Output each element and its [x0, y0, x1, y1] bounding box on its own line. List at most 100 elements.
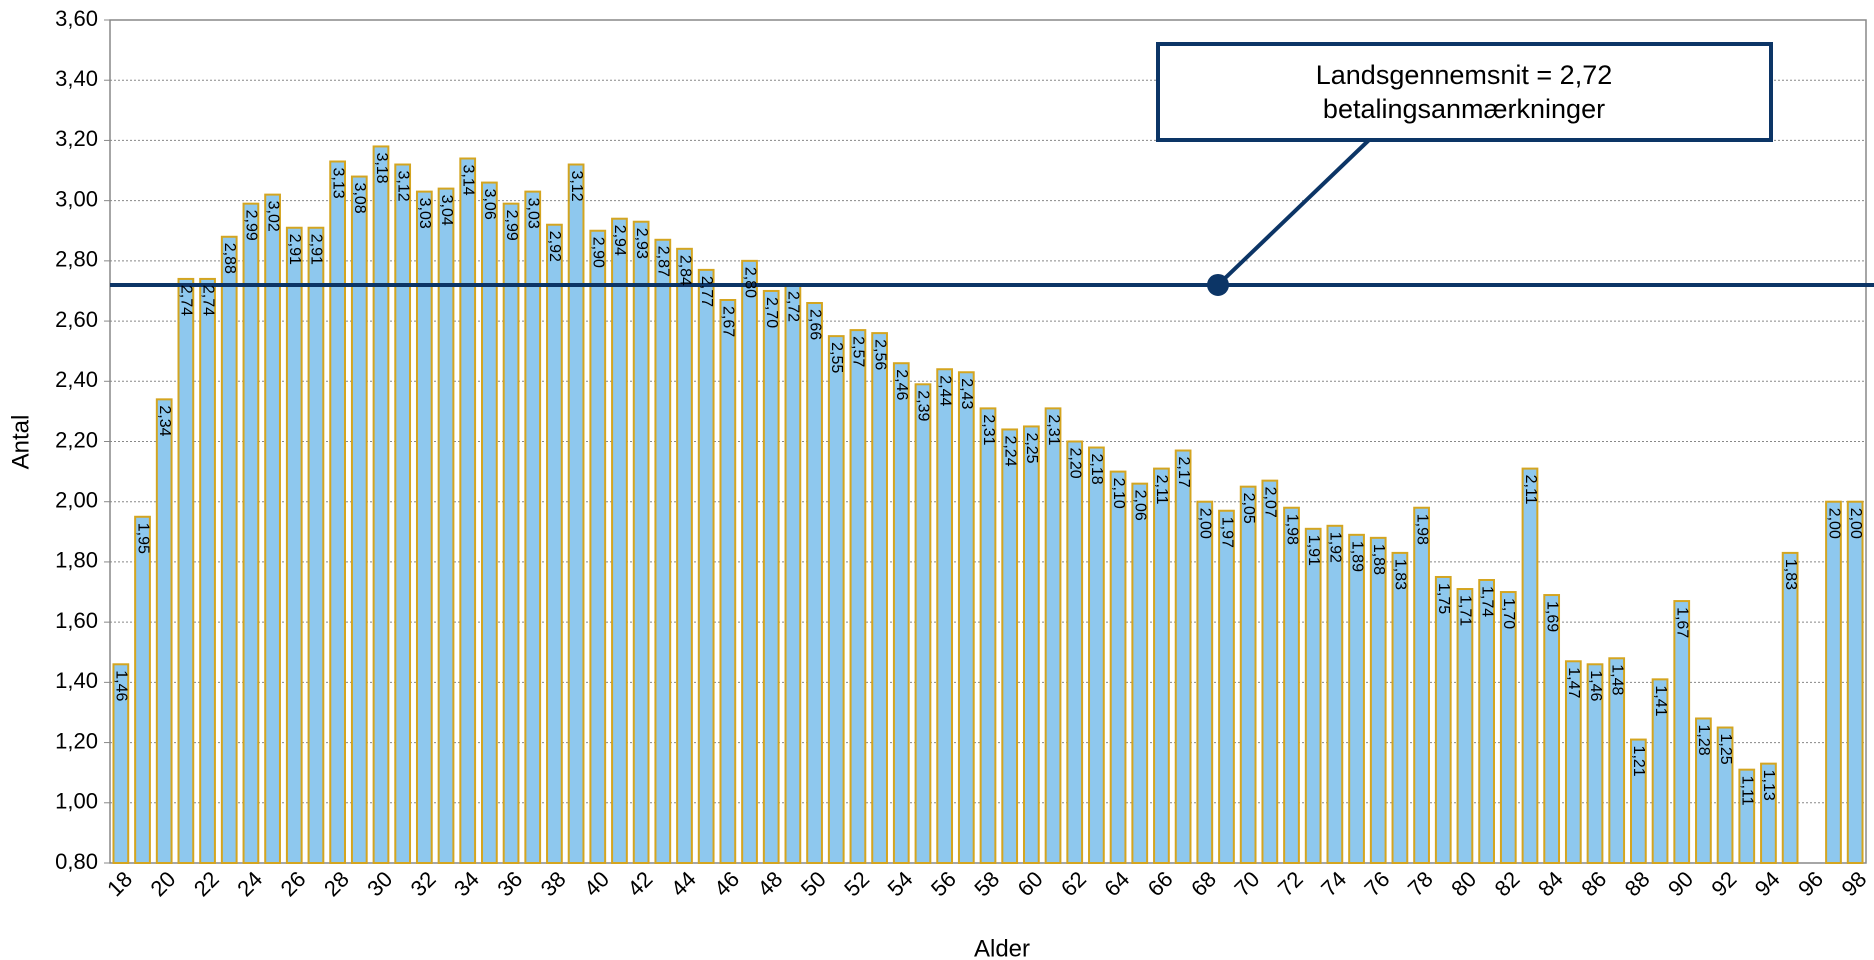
y-tick-label: 3,60	[55, 6, 98, 31]
value-label: 2,88	[221, 243, 238, 274]
x-tick-label: 88	[1620, 866, 1655, 901]
value-label: 3,13	[329, 168, 346, 199]
value-label: 1,11	[1739, 776, 1756, 806]
value-label: 2,84	[676, 255, 693, 286]
value-label: 1,47	[1565, 667, 1582, 698]
bar	[177, 277, 195, 864]
x-tick-label: 66	[1143, 866, 1178, 901]
x-axis-label: Alder	[974, 935, 1030, 960]
value-label: 2,46	[893, 369, 910, 400]
y-tick-label: 1,60	[55, 608, 98, 633]
value-label: 2,67	[720, 306, 737, 337]
bar	[936, 368, 954, 864]
value-label: 1,13	[1760, 770, 1777, 801]
x-tick-label: 76	[1360, 866, 1395, 901]
bar	[1716, 726, 1734, 865]
x-tick-label: 64	[1099, 866, 1134, 901]
bar	[502, 202, 520, 864]
bar	[1326, 524, 1344, 864]
y-tick-label: 0,80	[55, 849, 98, 874]
annotation-text: betalingsanmærkninger	[1323, 94, 1605, 124]
bar	[1456, 588, 1474, 865]
value-label: 3,03	[525, 198, 542, 229]
bar	[1348, 533, 1365, 864]
x-tick-label: 94	[1750, 866, 1785, 901]
bar	[1521, 467, 1539, 864]
value-label: 2,00	[1847, 508, 1864, 539]
value-label: 2,07	[1262, 487, 1279, 518]
value-label: 3,04	[438, 195, 455, 226]
value-label: 1,25	[1717, 734, 1734, 765]
bar	[1608, 657, 1626, 864]
value-label: 2,92	[546, 231, 563, 262]
bar	[415, 190, 433, 864]
bar	[1651, 678, 1669, 864]
value-label: 3,02	[264, 201, 281, 232]
bar	[1001, 428, 1019, 864]
bar	[546, 223, 563, 864]
value-label: 2,00	[1825, 508, 1842, 539]
value-label: 1,98	[1413, 514, 1430, 545]
value-label: 2,39	[915, 390, 932, 421]
value-label: 2,91	[308, 234, 325, 265]
bar	[329, 160, 347, 864]
value-label: 1,67	[1673, 607, 1690, 638]
value-label: 2,34	[156, 405, 173, 436]
value-label: 2,31	[1045, 414, 1062, 445]
bar	[1239, 485, 1257, 864]
value-label: 1,48	[1608, 664, 1625, 695]
bar	[1781, 551, 1799, 864]
value-label: 2,87	[655, 246, 672, 277]
bar	[806, 302, 823, 864]
value-label: 3,03	[416, 198, 433, 229]
value-label: 1,28	[1695, 724, 1712, 755]
x-tick-label: 36	[492, 866, 527, 901]
x-tick-label: 44	[666, 866, 701, 901]
y-tick-label: 2,00	[55, 488, 98, 513]
value-label: 1,95	[134, 523, 151, 554]
bar	[1738, 768, 1756, 864]
value-label: 1,98	[1283, 514, 1300, 545]
bar	[1196, 500, 1214, 864]
bar	[1413, 506, 1430, 864]
x-tick-label: 82	[1490, 866, 1525, 901]
bar	[1088, 446, 1105, 864]
value-label: 2,91	[286, 234, 303, 265]
x-tick-label: 98	[1836, 866, 1871, 901]
bar	[1304, 527, 1322, 865]
bar	[372, 145, 390, 864]
x-tick-label: 40	[579, 866, 614, 901]
x-tick-label: 26	[276, 866, 311, 901]
bar	[155, 398, 173, 864]
y-tick-label: 2,20	[55, 427, 98, 452]
bar	[1283, 506, 1300, 864]
bar	[1629, 738, 1647, 865]
x-tick-label: 54	[883, 866, 918, 901]
bar	[957, 371, 975, 864]
value-label: 1,70	[1500, 598, 1517, 629]
value-label: 2,90	[590, 237, 607, 268]
x-tick-label: 24	[232, 866, 267, 901]
x-tick-label: 90	[1663, 866, 1698, 901]
bar	[1760, 762, 1777, 864]
bar	[1174, 449, 1192, 864]
x-tick-label: 92	[1706, 866, 1741, 901]
bar	[1391, 551, 1409, 864]
bar	[1564, 660, 1582, 865]
annotation-dot	[1207, 273, 1229, 296]
bar	[632, 220, 650, 865]
value-label: 1,71	[1457, 595, 1474, 626]
value-label: 1,88	[1370, 544, 1387, 575]
x-tick-label: 68	[1186, 866, 1221, 901]
bar	[1586, 663, 1604, 864]
bar	[134, 515, 151, 865]
value-label: 2,20	[1066, 448, 1083, 479]
value-label: 1,97	[1218, 517, 1235, 548]
x-tick-label: 34	[449, 866, 484, 901]
value-label: 2,55	[828, 342, 845, 373]
y-tick-label: 2,60	[55, 307, 98, 332]
y-axis-label: Antal	[7, 415, 34, 470]
value-label: 1,92	[1327, 532, 1344, 563]
bar	[1825, 500, 1842, 864]
